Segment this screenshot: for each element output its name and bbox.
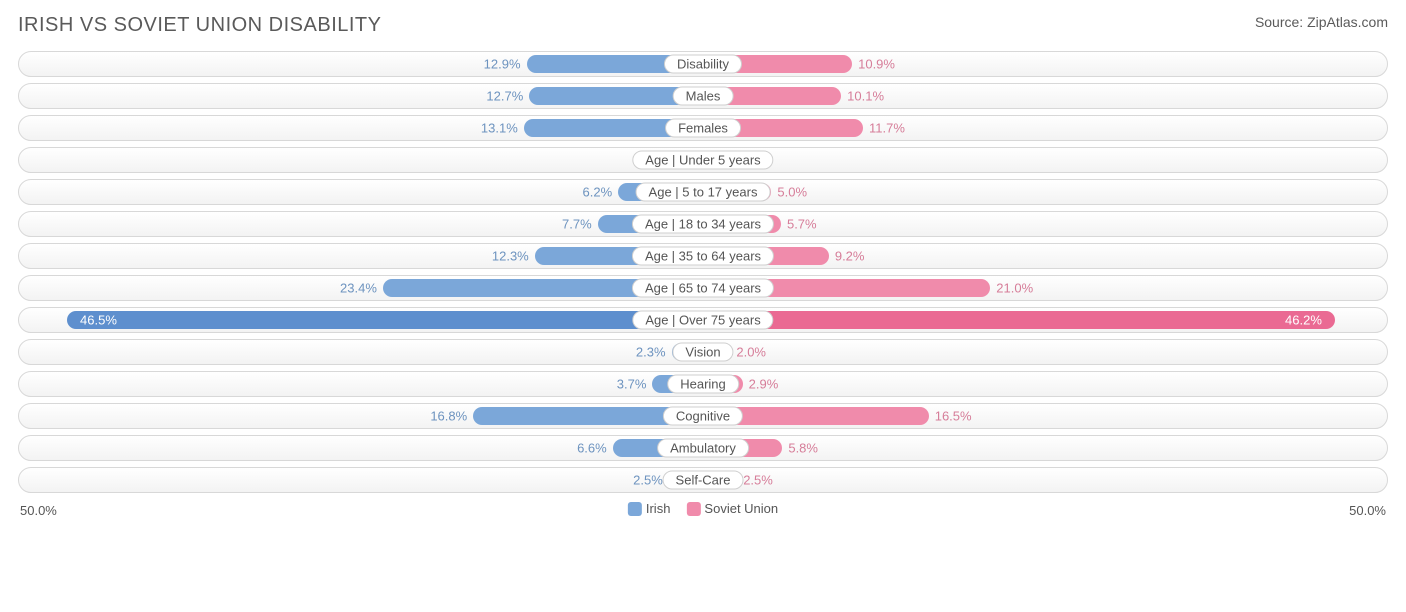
value-left: 46.5% [80,313,117,328]
chart-row: 23.4% 21.0% Age | 65 to 74 years [18,275,1388,301]
chart-row: 6.6% 5.8% Ambulatory [18,435,1388,461]
value-right: 5.8% [788,441,818,456]
row-category-label: Males [673,87,734,106]
value-left: 6.6% [577,441,607,456]
legend-label-left: Irish [646,501,671,516]
row-category-label: Self-Care [663,471,744,490]
chart-row: 7.7% 5.7% Age | 18 to 34 years [18,211,1388,237]
value-left: 12.3% [492,249,529,264]
chart-row: 6.2% 5.0% Age | 5 to 17 years [18,179,1388,205]
value-right: 9.2% [835,249,865,264]
legend-swatch-right [686,502,700,516]
row-category-label: Age | 65 to 74 years [632,279,774,298]
axis-max-right: 50.0% [1349,503,1386,518]
value-left: 12.7% [486,89,523,104]
value-right: 46.2% [1285,313,1322,328]
legend-item-left: Irish [628,501,671,516]
legend-label-right: Soviet Union [704,501,778,516]
row-category-label: Hearing [667,375,739,394]
axis-max-left: 50.0% [20,503,57,518]
value-left: 2.5% [633,473,663,488]
value-left: 2.3% [636,345,666,360]
source-attribution: Source: ZipAtlas.com [1255,14,1388,30]
value-left: 3.7% [617,377,647,392]
chart-row: 13.1% 11.7% Females [18,115,1388,141]
chart-rows-container: 12.9% 10.9% Disability 12.7% 10.1% Males 13.1%… [18,51,1388,493]
value-right: 2.0% [736,345,766,360]
chart-row: 16.8% 16.5% Cognitive [18,403,1388,429]
bar-right [703,311,1335,329]
chart-title: IRISH VS SOVIET UNION DISABILITY [18,14,382,37]
legend-item-right: Soviet Union [686,501,778,516]
chart-row: 12.9% 10.9% Disability [18,51,1388,77]
value-right: 21.0% [996,281,1033,296]
value-left: 23.4% [340,281,377,296]
row-category-label: Vision [672,343,733,362]
row-category-label: Age | 18 to 34 years [632,215,774,234]
value-left: 6.2% [583,185,613,200]
value-right: 5.7% [787,217,817,232]
value-left: 7.7% [562,217,592,232]
chart-row: 12.7% 10.1% Males [18,83,1388,109]
value-left: 13.1% [481,121,518,136]
value-right: 10.1% [847,89,884,104]
legend: Irish Soviet Union [628,501,778,516]
value-right: 11.7% [869,121,905,136]
value-right: 2.9% [749,377,779,392]
row-category-label: Age | 5 to 17 years [636,183,771,202]
row-category-label: Disability [664,55,742,74]
chart-row: 3.7% 2.9% Hearing [18,371,1388,397]
row-category-label: Females [665,119,741,138]
chart-row: 12.3% 9.2% Age | 35 to 64 years [18,243,1388,269]
chart-footer: 50.0% Irish Soviet Union 50.0% [18,501,1388,523]
chart-row: 46.5% 46.2% Age | Over 75 years [18,307,1388,333]
chart-row: 2.5% 2.5%Self-Care [18,467,1388,493]
row-category-label: Cognitive [663,407,743,426]
value-right: 5.0% [777,185,807,200]
row-category-label: Age | Under 5 years [632,151,773,170]
chart-row: 1.7%0.95%Age | Under 5 years [18,147,1388,173]
value-right: 16.5% [935,409,972,424]
value-left: 16.8% [430,409,467,424]
row-category-label: Ambulatory [657,439,749,458]
legend-swatch-left [628,502,642,516]
value-right: 2.5% [743,473,773,488]
bar-left [67,311,703,329]
value-left: 12.9% [484,57,521,72]
row-category-label: Age | 35 to 64 years [632,247,774,266]
row-category-label: Age | Over 75 years [632,311,773,330]
value-right: 10.9% [858,57,895,72]
chart-row: 2.3% 2.0%Vision [18,339,1388,365]
